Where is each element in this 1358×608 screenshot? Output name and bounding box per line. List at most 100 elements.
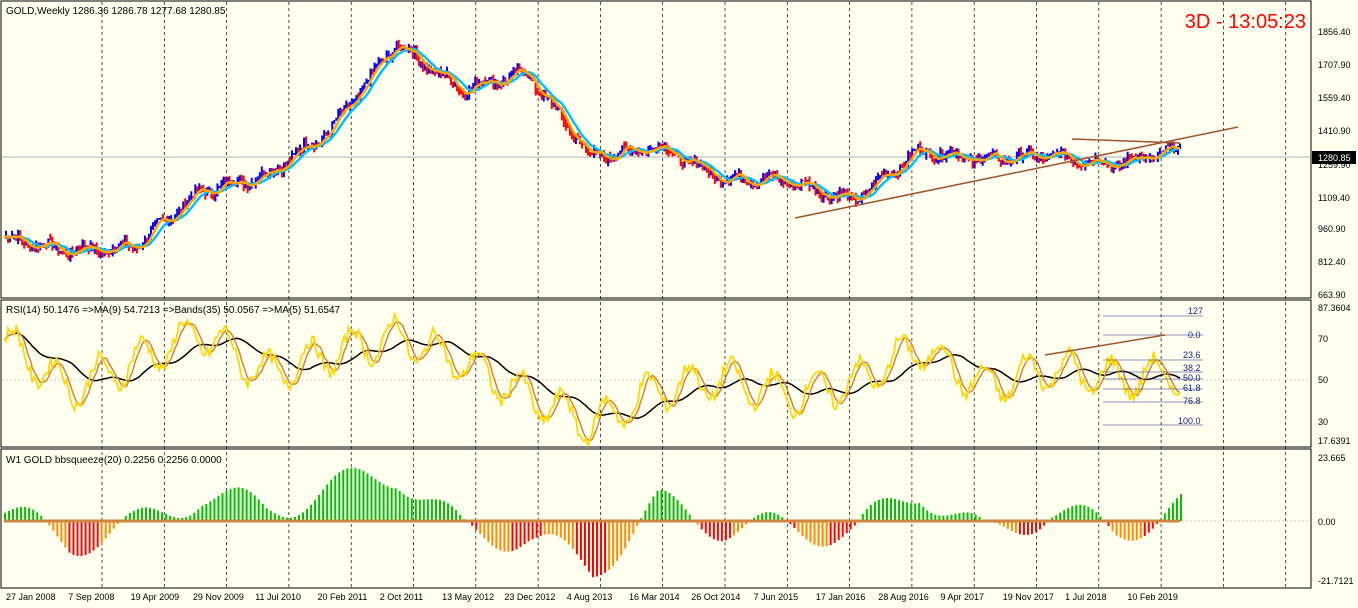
squeeze-bar (712, 521, 715, 540)
squeeze-bar (1026, 521, 1029, 535)
rsi-line (3, 311, 1181, 448)
squeeze-bar (434, 499, 437, 521)
squeeze-bar (910, 503, 913, 521)
squeeze-bar (620, 521, 623, 556)
squeeze-bar (499, 521, 502, 551)
squeeze-bar (861, 513, 864, 521)
squeeze-bar (1091, 509, 1094, 521)
time-axis-label: 19 Nov 2017 (1003, 592, 1054, 602)
squeeze-bar (410, 498, 413, 521)
price-plot[interactable] (3, 39, 1239, 262)
rsi-axis-label: 87.3604 (1318, 303, 1351, 313)
squeeze-bar (475, 521, 478, 530)
squeeze-bar (1167, 508, 1170, 521)
squeeze-bar (318, 494, 321, 521)
squeeze-bar (310, 504, 313, 521)
squeeze-bar (136, 509, 139, 521)
squeeze-bar (402, 494, 405, 521)
squeeze-bar (587, 521, 590, 572)
squeeze-bar (346, 468, 349, 521)
time-axis-label: 20 Feb 2011 (318, 592, 368, 602)
squeeze-bar (201, 506, 204, 521)
squeeze-bar (32, 509, 35, 521)
squeeze-bar (966, 512, 969, 521)
squeeze-bar (519, 521, 522, 548)
time-axis-label: 13 May 2012 (442, 592, 494, 602)
squeeze-bar (1087, 506, 1090, 521)
squeeze-bar (273, 513, 276, 521)
squeeze-bar (1030, 521, 1033, 534)
squeeze-bar (161, 512, 164, 521)
squeeze-bar (382, 484, 385, 521)
squeeze-bar (84, 521, 87, 556)
squeeze-bar (221, 493, 224, 521)
squeeze-bar (628, 521, 631, 542)
squeeze-bar (1135, 521, 1138, 541)
squeeze-bar (350, 467, 353, 521)
squeeze-bar (559, 521, 562, 538)
squeeze-bar (950, 514, 953, 521)
time-axis-label: 10 Feb 2019 (1127, 592, 1178, 602)
squeeze-bar (354, 468, 357, 521)
squeeze-bar (873, 501, 876, 521)
squeeze-bar (12, 509, 15, 521)
squeeze-bar (978, 517, 981, 521)
squeeze-bar (442, 501, 445, 521)
squeeze-bar (801, 521, 804, 536)
rsi-axis: 87.3604 70 50 30 17.6391 (1318, 303, 1351, 446)
squeeze-bar (668, 493, 671, 521)
squeeze-bar (289, 517, 292, 521)
squeeze-bar (503, 521, 506, 552)
squeeze-bar (511, 521, 514, 551)
trend-line[interactable] (1071, 138, 1181, 144)
squeeze-bar (849, 521, 852, 530)
squeeze-bar (406, 496, 409, 521)
squeeze-bar (177, 517, 180, 521)
time-axis-label: 2 Oct 2011 (380, 592, 423, 602)
squeeze-bar (48, 521, 51, 526)
squeeze-bar (571, 521, 574, 550)
time-axis-label: 7 Sep 2008 (68, 592, 114, 602)
rsi-plot[interactable] (3, 311, 1203, 448)
squeeze-bar (1079, 504, 1082, 521)
time-axis-label: 9 Apr 2017 (941, 592, 985, 602)
squeeze-bar (24, 506, 27, 521)
squeeze-bar (970, 513, 973, 521)
squeeze-bar (946, 515, 949, 521)
squeeze-bar (676, 499, 679, 521)
squeeze-bar (277, 515, 280, 521)
squeeze-bar (148, 507, 151, 521)
squeeze-bar (596, 521, 599, 577)
squeeze-bar (1127, 521, 1130, 541)
squeeze-bar (809, 521, 812, 543)
squeeze-bar (592, 521, 594, 578)
squeeze-bar (1071, 506, 1074, 521)
squeeze-bar (157, 510, 160, 521)
squeeze-bar (479, 521, 482, 535)
squeeze-bar (40, 515, 43, 521)
squeeze-bar (72, 521, 75, 555)
squeeze-bar (575, 521, 578, 555)
squeeze-bar (1115, 521, 1118, 536)
squeeze-bar (374, 479, 377, 521)
squeeze-bar (132, 510, 135, 521)
squeeze-plot[interactable] (4, 467, 1182, 578)
squeeze-bar (974, 514, 977, 521)
price-axis-label: 1259.90 (1318, 160, 1351, 170)
squeeze-bar (269, 510, 272, 521)
squeeze-bar (1067, 507, 1070, 521)
fast-ma-line (3, 45, 1181, 256)
time-axis-label: 7 Jun 2015 (754, 592, 799, 602)
squeeze-bar (567, 521, 570, 545)
squeeze-bar (821, 521, 824, 547)
squeeze-bar (898, 500, 901, 521)
rsi-trend-line[interactable] (1044, 334, 1166, 356)
squeeze-bar (1083, 505, 1086, 521)
fib-levels: 127 0.0 23.6 38.2 50.0 61.8 76.8 100.0 (1178, 306, 1203, 426)
fib-label: 50.0 (1183, 373, 1201, 383)
squeeze-bar (56, 521, 59, 537)
squeeze-bar (926, 510, 929, 521)
squeeze-bar (1143, 521, 1146, 537)
squeeze-bar (378, 481, 381, 521)
